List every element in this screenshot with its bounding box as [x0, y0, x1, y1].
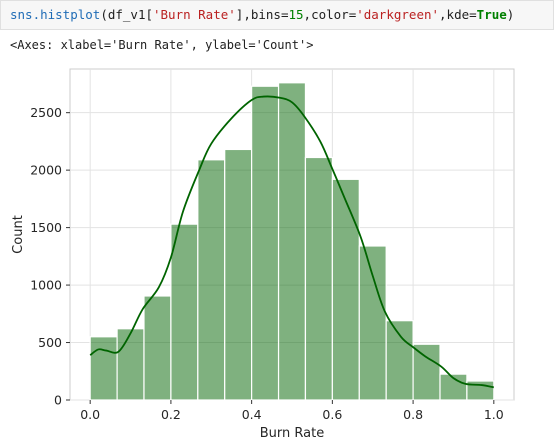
- code-column-string: 'Burn Rate': [153, 7, 236, 22]
- histogram-bar: [331, 178, 360, 401]
- histogram-bar: [277, 82, 307, 401]
- histogram-bar: [304, 156, 333, 401]
- y-tick-label: 500: [38, 335, 62, 350]
- y-axis-ticks: 0 500 1000 1500 2000 2500: [30, 105, 70, 408]
- y-tick-label: 2000: [30, 163, 62, 178]
- y-axis-label: Count: [11, 215, 26, 254]
- y-tick-label: 1000: [30, 278, 62, 293]
- histogram-chart: 0.0 0.2 0.4 0.6 0.8 1.0 05001000150020002500 …: [11, 68, 515, 441]
- x-tick-label: 0.6: [322, 407, 342, 422]
- x-tick-label: 0.4: [242, 407, 262, 422]
- x-tick-label: 0.2: [161, 407, 181, 422]
- histogram-bar: [385, 320, 414, 401]
- cell-output-text: <Axes: xlabel='Burn Rate', ylabel='Count…: [10, 38, 314, 52]
- code-kde-value: True: [476, 7, 507, 22]
- code-bins-arg: ],bins=: [235, 7, 289, 22]
- y-tick-label: 1500: [30, 220, 62, 235]
- histogram-bar: [197, 159, 226, 401]
- code-open: (df_v1[: [100, 7, 153, 22]
- histogram-bar: [224, 148, 253, 401]
- histogram-bar: [251, 85, 280, 401]
- histogram-bars: [89, 82, 495, 401]
- histogram-bar: [412, 343, 441, 401]
- histogram-bar: [170, 223, 199, 401]
- x-axis-label: Burn Rate: [260, 426, 324, 441]
- histogram-bar: [89, 336, 118, 401]
- code-kde-arg: ,kde=: [439, 7, 477, 22]
- code-cell[interactable]: sns.histplot(df_v1['Burn Rate'],bins=15,…: [0, 0, 554, 30]
- code-function: sns.histplot: [10, 7, 101, 22]
- code-bins-value: 15: [288, 7, 304, 22]
- y-tick-label: 2500: [30, 105, 62, 120]
- code-color-value: 'darkgreen': [356, 7, 440, 22]
- histogram-bar: [143, 295, 172, 401]
- code-close: ): [506, 7, 515, 22]
- x-axis-ticks: 0.0 0.2 0.4 0.6 0.8 1.0: [80, 400, 504, 422]
- y-tick-label: 0: [54, 393, 62, 408]
- x-tick-label: 0.0: [80, 407, 100, 422]
- kde-curve: [89, 95, 494, 389]
- x-tick-label: 1.0: [484, 407, 504, 422]
- histogram-bar: [116, 328, 145, 401]
- code-color-arg: ,color=: [303, 7, 357, 22]
- histogram-bar: [358, 245, 387, 401]
- x-tick-label: 0.8: [403, 407, 423, 422]
